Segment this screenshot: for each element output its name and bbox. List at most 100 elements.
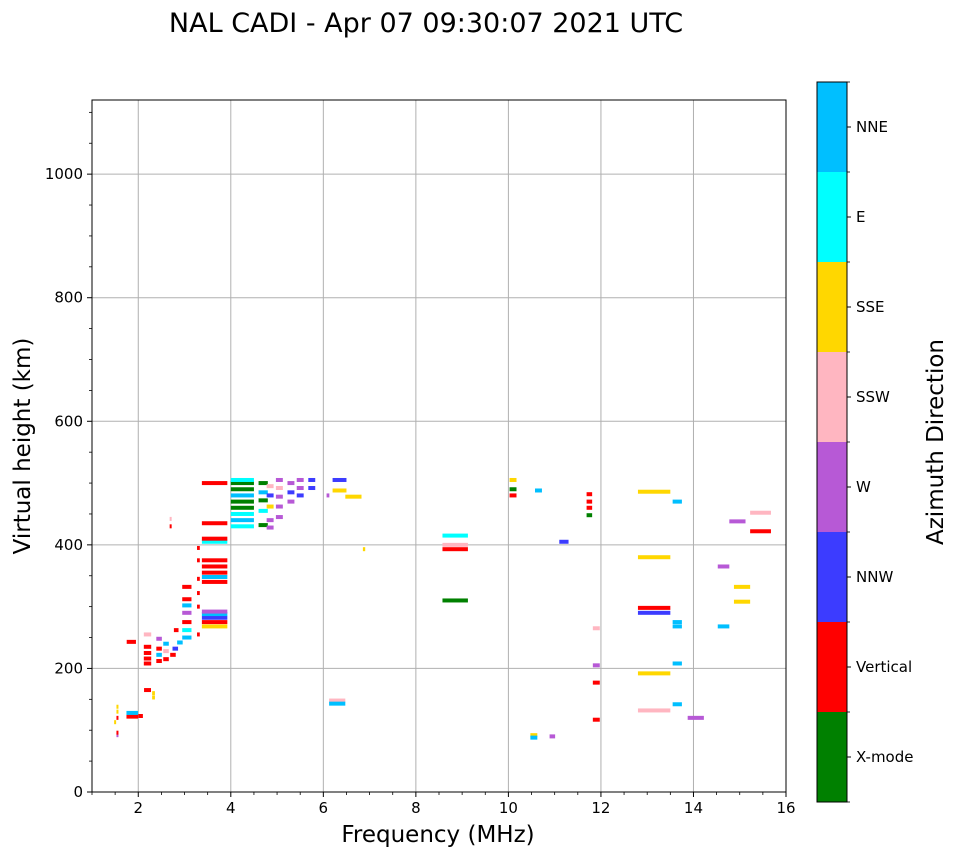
data-point <box>126 714 139 719</box>
x-tick-label: 12 <box>591 799 610 817</box>
x-tick-label: 2 <box>133 799 143 817</box>
data-point <box>201 536 228 541</box>
data-point <box>116 715 119 720</box>
data-point <box>144 688 151 693</box>
data-point <box>672 620 682 625</box>
data-point <box>182 603 192 608</box>
colorbar-tick-label: SSW <box>856 388 890 406</box>
data-point <box>230 499 254 504</box>
y-tick-label: 400 <box>54 536 83 554</box>
data-point <box>156 636 162 641</box>
data-point <box>258 481 268 486</box>
data-point <box>230 487 254 492</box>
data-point <box>672 702 682 707</box>
data-point <box>275 486 283 491</box>
data-point <box>201 558 228 563</box>
y-tick-label: 800 <box>54 289 83 307</box>
data-point <box>201 521 228 526</box>
data-point <box>143 656 152 661</box>
data-point <box>637 489 671 494</box>
data-point <box>172 646 179 651</box>
data-point <box>296 477 304 482</box>
data-point <box>592 626 600 631</box>
data-point <box>326 493 330 498</box>
data-point <box>266 484 274 489</box>
data-point <box>287 499 295 504</box>
plot-area: 2 4 6 8 10 12 14 16 0 200 400 600 800 1000 <box>45 99 796 817</box>
data-point <box>152 691 155 696</box>
data-point <box>332 477 347 482</box>
data-point <box>442 542 468 547</box>
data-point <box>201 612 228 617</box>
data-point <box>549 734 556 739</box>
data-point <box>637 605 671 610</box>
data-point <box>258 490 268 495</box>
colorbar-swatch <box>817 262 847 352</box>
data-point <box>275 477 283 482</box>
data-point <box>230 518 254 523</box>
data-point <box>733 599 751 604</box>
data-point <box>287 481 295 486</box>
data-point <box>308 477 316 482</box>
data-point <box>197 632 200 637</box>
data-point <box>266 525 274 530</box>
plot-background <box>92 100 786 792</box>
data-point <box>672 624 682 629</box>
data-point <box>287 490 295 495</box>
data-point <box>530 735 538 740</box>
x-tick-label: 10 <box>499 799 518 817</box>
data-point <box>586 499 593 504</box>
data-point <box>201 564 228 569</box>
colorbar-tick-label: E <box>856 208 865 226</box>
data-point <box>156 652 162 657</box>
colorbar-swatch <box>817 82 847 172</box>
data-point <box>230 505 254 510</box>
data-point <box>266 493 274 498</box>
data-point <box>750 529 771 534</box>
data-point <box>258 523 268 528</box>
data-point <box>163 641 169 646</box>
colorbar: X-mode Vertical NNW W SSW SSE E NNE <box>816 81 913 803</box>
data-point <box>442 547 468 552</box>
data-point <box>266 518 274 523</box>
data-point <box>230 477 254 482</box>
colorbar-tick-label: Vertical <box>856 658 912 676</box>
data-point <box>637 610 671 615</box>
data-point <box>116 709 119 714</box>
data-point <box>201 539 228 544</box>
data-point <box>201 620 228 625</box>
data-point <box>637 555 671 560</box>
data-point <box>717 624 730 629</box>
data-point <box>197 576 200 581</box>
x-tick-label: 8 <box>411 799 421 817</box>
data-point <box>258 508 268 513</box>
data-point <box>230 524 254 529</box>
data-point <box>116 704 119 709</box>
data-point <box>275 494 283 499</box>
data-point <box>729 519 746 524</box>
data-point <box>345 494 362 499</box>
data-point <box>197 604 200 609</box>
data-point <box>637 708 671 713</box>
data-point <box>733 584 751 589</box>
data-point <box>170 652 176 657</box>
data-point <box>201 609 228 614</box>
data-point <box>442 598 468 603</box>
colorbar-tick-label: NNE <box>856 118 888 136</box>
colorbar-swatch <box>817 352 847 442</box>
data-point <box>201 570 228 575</box>
data-point <box>197 591 200 596</box>
data-point <box>201 579 228 584</box>
data-point <box>535 488 542 493</box>
data-point <box>156 646 162 651</box>
data-point <box>197 545 200 550</box>
data-point <box>173 628 179 633</box>
colorbar-tick-label: W <box>856 478 871 496</box>
data-point <box>592 663 600 668</box>
data-point <box>230 493 254 498</box>
y-tick-label: 600 <box>54 412 83 430</box>
data-point <box>275 504 283 509</box>
data-point <box>116 730 119 735</box>
data-point <box>143 661 152 666</box>
data-point <box>332 488 347 493</box>
